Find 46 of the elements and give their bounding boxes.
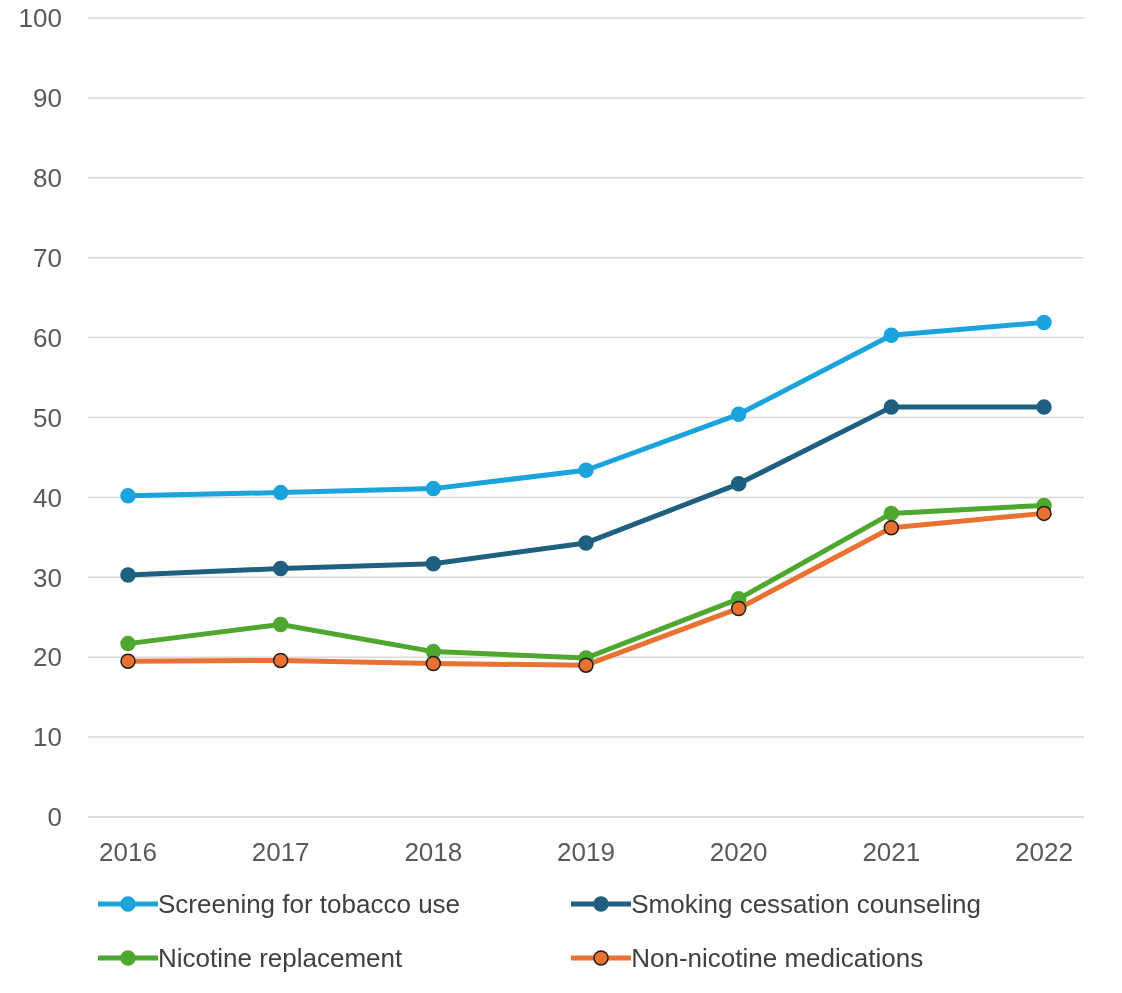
point [425, 555, 442, 572]
y-tick-label: 70 [33, 242, 62, 273]
point [883, 399, 900, 415]
point [730, 406, 747, 423]
point [1036, 399, 1052, 415]
y-tick-label: 0 [47, 802, 62, 833]
point [883, 520, 900, 536]
point [578, 462, 594, 478]
x-tick-label: 2018 [404, 837, 463, 868]
x-tick-label: 2017 [251, 837, 310, 868]
point [1036, 314, 1052, 331]
point [730, 476, 747, 492]
x-tick-label: 2021 [862, 837, 921, 868]
point [120, 567, 136, 583]
legend-label: Nicotine replacement [158, 942, 403, 974]
point [578, 535, 594, 551]
point [120, 488, 136, 504]
y-tick-label: 10 [33, 722, 62, 753]
x-tick-label: 2022 [1015, 837, 1073, 868]
x-tick-label: 2016 [99, 837, 157, 868]
y-tick-label: 20 [33, 642, 62, 673]
point [120, 653, 136, 669]
point [272, 484, 289, 501]
point [425, 480, 442, 497]
point [272, 560, 289, 577]
point [120, 635, 136, 652]
legend-label: Non-nicotine medications [631, 942, 924, 974]
y-tick-label: 50 [33, 402, 62, 433]
y-tick-label: 80 [33, 163, 62, 194]
x-tick-label: 2020 [709, 837, 768, 868]
y-tick-label: 100 [18, 3, 62, 34]
point [272, 616, 289, 633]
point [883, 327, 900, 343]
y-tick-label: 30 [33, 562, 62, 593]
y-tick-label: 90 [33, 83, 62, 114]
point [425, 655, 442, 672]
legend-label: Screening for tobacco use [158, 888, 461, 920]
y-tick-label: 40 [33, 482, 62, 513]
point [1036, 505, 1052, 522]
point [730, 600, 747, 617]
point [578, 657, 594, 673]
legend-label: Smoking cessation counseling [631, 888, 982, 920]
y-tick-label: 60 [33, 322, 62, 353]
point [272, 652, 289, 669]
point [883, 505, 900, 522]
x-tick-label: 2019 [557, 837, 615, 868]
